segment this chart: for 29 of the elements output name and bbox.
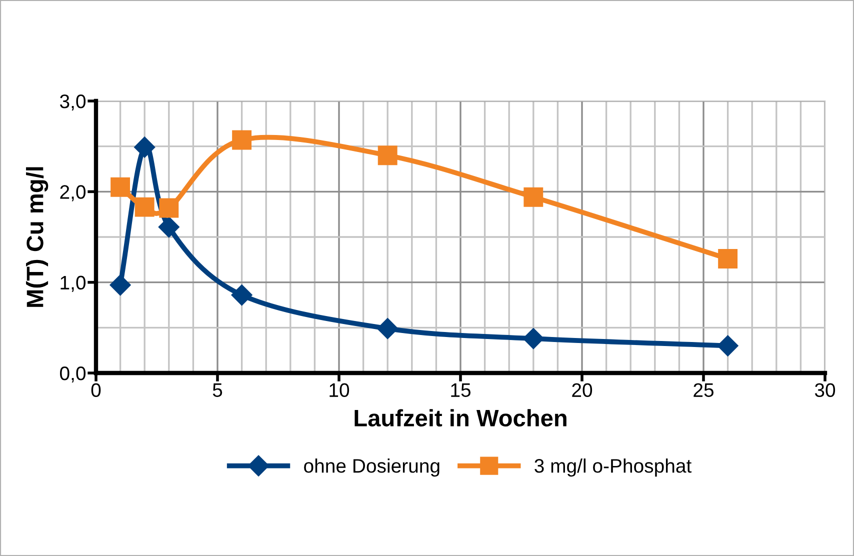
point	[158, 216, 180, 238]
point	[378, 146, 398, 166]
x-tick-label: 20	[572, 383, 592, 398]
point	[524, 187, 544, 207]
x-tick-label: 15	[451, 383, 470, 398]
point	[717, 335, 738, 356]
y-tick-label: 3,0	[60, 94, 86, 111]
point	[377, 318, 398, 340]
x-tick-label: 10	[330, 383, 350, 398]
point	[110, 177, 130, 197]
x-tick-label: 5	[212, 383, 222, 398]
point	[522, 328, 544, 350]
x-tick-label: 0	[91, 383, 101, 398]
y-tick-label: 2,0	[60, 185, 86, 202]
point	[134, 197, 154, 217]
x-tick-label: 25	[694, 383, 714, 398]
point	[232, 130, 252, 150]
point	[718, 249, 738, 268]
point	[110, 274, 131, 296]
y-tick-label: 0,0	[60, 366, 86, 383]
legend-label: ohne Dosierung	[304, 458, 440, 477]
point	[159, 198, 179, 218]
y-axis-title: M(T) Cu mg/l	[26, 167, 48, 307]
x-axis-title: Laufzeit in Wochen	[354, 409, 566, 427]
legend-label: 3 mg/l o-Phosphat	[534, 458, 692, 477]
point	[231, 284, 252, 306]
x-tick-label: 30	[814, 383, 836, 398]
point	[134, 136, 156, 158]
y-tick-label: 1,0	[60, 276, 86, 292]
